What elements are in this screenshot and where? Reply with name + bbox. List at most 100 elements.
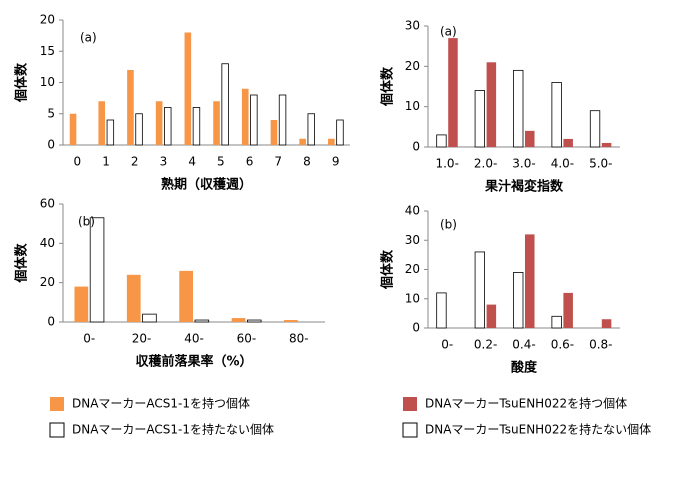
x-tick-label: 0.4- [512,338,535,352]
bar [525,130,535,147]
annotation: (b) [440,218,457,232]
bar [513,272,524,329]
bar [126,274,141,322]
bar [155,101,163,145]
x-tick-label: 20- [132,332,152,346]
bar [221,63,229,146]
bar [250,94,258,146]
x-tick-label: 7 [274,155,282,169]
annotation: (a) [80,31,97,45]
legend-swatch [50,397,64,411]
bar [486,304,497,328]
bar [194,319,210,323]
x-tick-label: 60- [237,332,257,346]
legend-swatch [403,397,417,411]
bar [246,319,262,323]
y-axis-label: 個体数 [14,62,30,103]
y-tick-label: 15 [40,44,55,58]
x-tick-label: 4 [188,155,196,169]
bar [127,70,134,145]
bar [474,251,485,329]
x-tick-label: 4.0- [551,157,574,171]
bar [270,120,278,145]
x-tick-label: 5 [217,155,225,169]
legend-label: DNAマーカーTsuENH022を持つ個体 [425,396,627,411]
bar [98,101,106,145]
y-tick-label: 30 [405,233,420,247]
y-tick-label: 20 [40,13,55,27]
bar [328,138,335,145]
legend-swatch [49,422,65,438]
bar [284,320,298,322]
x-tick-label: 5.0- [589,157,612,171]
legend-label: DNAマーカーTsuENH022を持たない個体 [425,422,651,437]
y-tick-label: 40 [405,204,420,218]
bar [551,82,562,148]
bar [513,69,524,148]
bar [474,90,485,148]
bar [231,318,246,322]
legend-label: DNAマーカーACS1-1を持つ個体 [72,396,250,411]
x-tick-label: 2 [131,155,139,169]
y-tick-label: 0 [412,321,420,335]
bar [436,134,447,148]
bar [601,142,612,147]
y-tick-label: 0 [47,315,55,329]
bar [179,270,193,322]
x-tick-label: 6 [246,155,254,169]
bar [241,88,249,145]
x-tick-label: 0.2- [474,338,497,352]
bar [106,119,115,146]
y-tick-label: 20 [405,262,420,276]
y-tick-label: 0 [47,138,55,152]
legend-label: DNAマーカーACS1-1を持たない個体 [72,422,274,437]
bar [551,315,562,329]
bar [213,101,220,145]
x-tick-label: 1.0- [435,157,458,171]
bar [184,32,192,145]
y-axis-label: 個体数 [380,66,396,107]
y-tick-label: 0 [412,140,420,154]
x-tick-label: 8 [303,155,311,169]
y-axis-label: 個体数 [380,249,396,290]
y-tick-label: 10 [405,291,420,305]
bar [278,94,287,146]
x-tick-label: 3.0- [512,157,535,171]
bar [192,107,201,146]
bar [74,286,89,322]
y-tick-label: 20 [405,59,420,73]
y-tick-label: 20 [40,275,55,289]
y-tick-label: 30 [405,19,420,33]
bar [307,113,315,146]
bar [601,319,612,328]
x-tick-label: 0- [83,332,95,346]
x-tick-label: 0 [74,155,82,169]
x-axis-label: 果汁褐変指数 [484,179,564,195]
y-axis-label: 個体数 [14,243,30,284]
x-axis-label: 熟期（収穫週） [161,177,252,193]
y-tick-label: 40 [40,236,55,250]
bar [563,292,573,328]
bar [336,119,344,146]
bar [486,62,497,147]
x-tick-label: 0- [441,338,453,352]
y-tick-label: 10 [405,99,420,113]
x-tick-label: 80- [289,332,309,346]
x-axis-label: 収穫前落果率（%） [135,354,252,370]
x-tick-label: 9 [332,155,340,169]
annotation: (b) [78,215,95,229]
x-axis-label: 酸度 [511,360,538,376]
y-tick-label: 60 [40,197,55,211]
x-tick-label: 0.8- [589,338,612,352]
bar [89,217,105,323]
bar [436,292,447,329]
x-tick-label: 40- [184,332,204,346]
x-tick-label: 2.0- [474,157,497,171]
annotation: (a) [440,25,457,39]
y-tick-label: 5 [47,106,55,120]
legend-swatch [402,422,418,438]
y-tick-label: 10 [40,75,55,89]
bar [299,138,306,145]
bar [448,38,458,147]
